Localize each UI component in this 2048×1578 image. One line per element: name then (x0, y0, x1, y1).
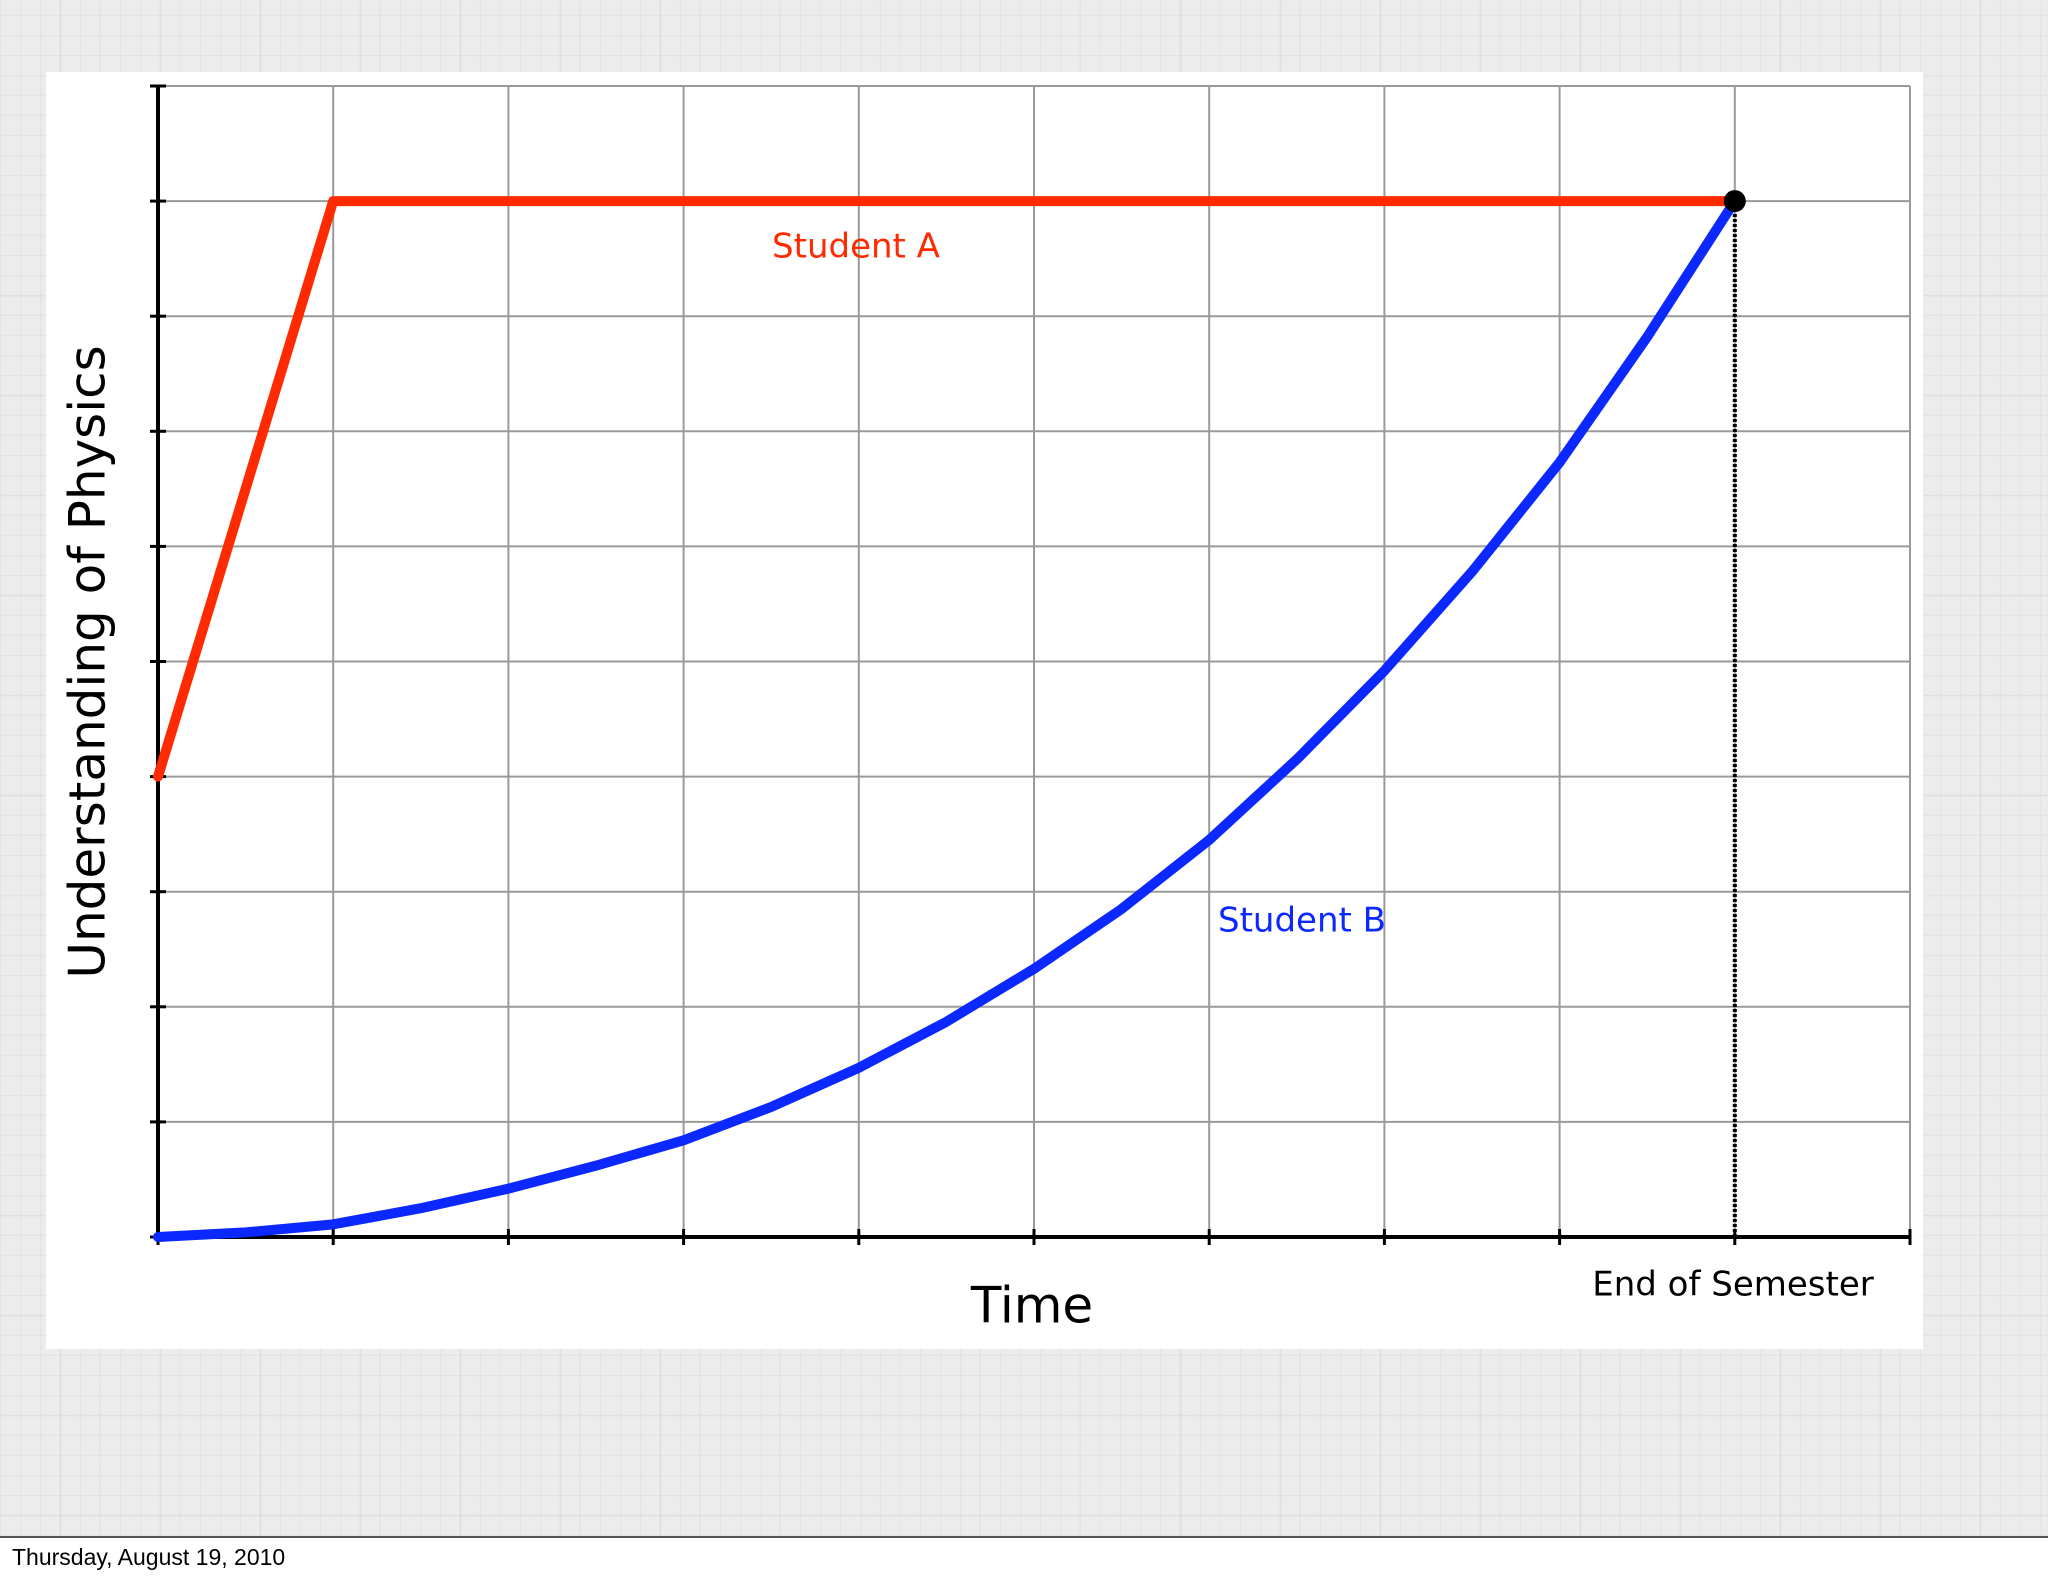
end-marker (1723, 190, 1746, 213)
slide-panel (46, 72, 1923, 1349)
y-axis-label: Understanding of Physics (59, 345, 117, 978)
series-line (153, 196, 1740, 782)
series-label: Student B (1218, 901, 1386, 941)
footer-date: Thursday, August 19, 2010 (12, 1544, 286, 1570)
series-label: Student A (772, 227, 940, 267)
marker-label: End of Semester (1592, 1265, 1874, 1305)
chart: Student A Student B End of Semester Time Und… (46, 72, 1923, 1349)
series-line (153, 196, 1740, 1242)
x-axis-label: Time (970, 1277, 1093, 1335)
footer-bar: Thursday, August 19, 2010 (0, 1536, 2048, 1578)
